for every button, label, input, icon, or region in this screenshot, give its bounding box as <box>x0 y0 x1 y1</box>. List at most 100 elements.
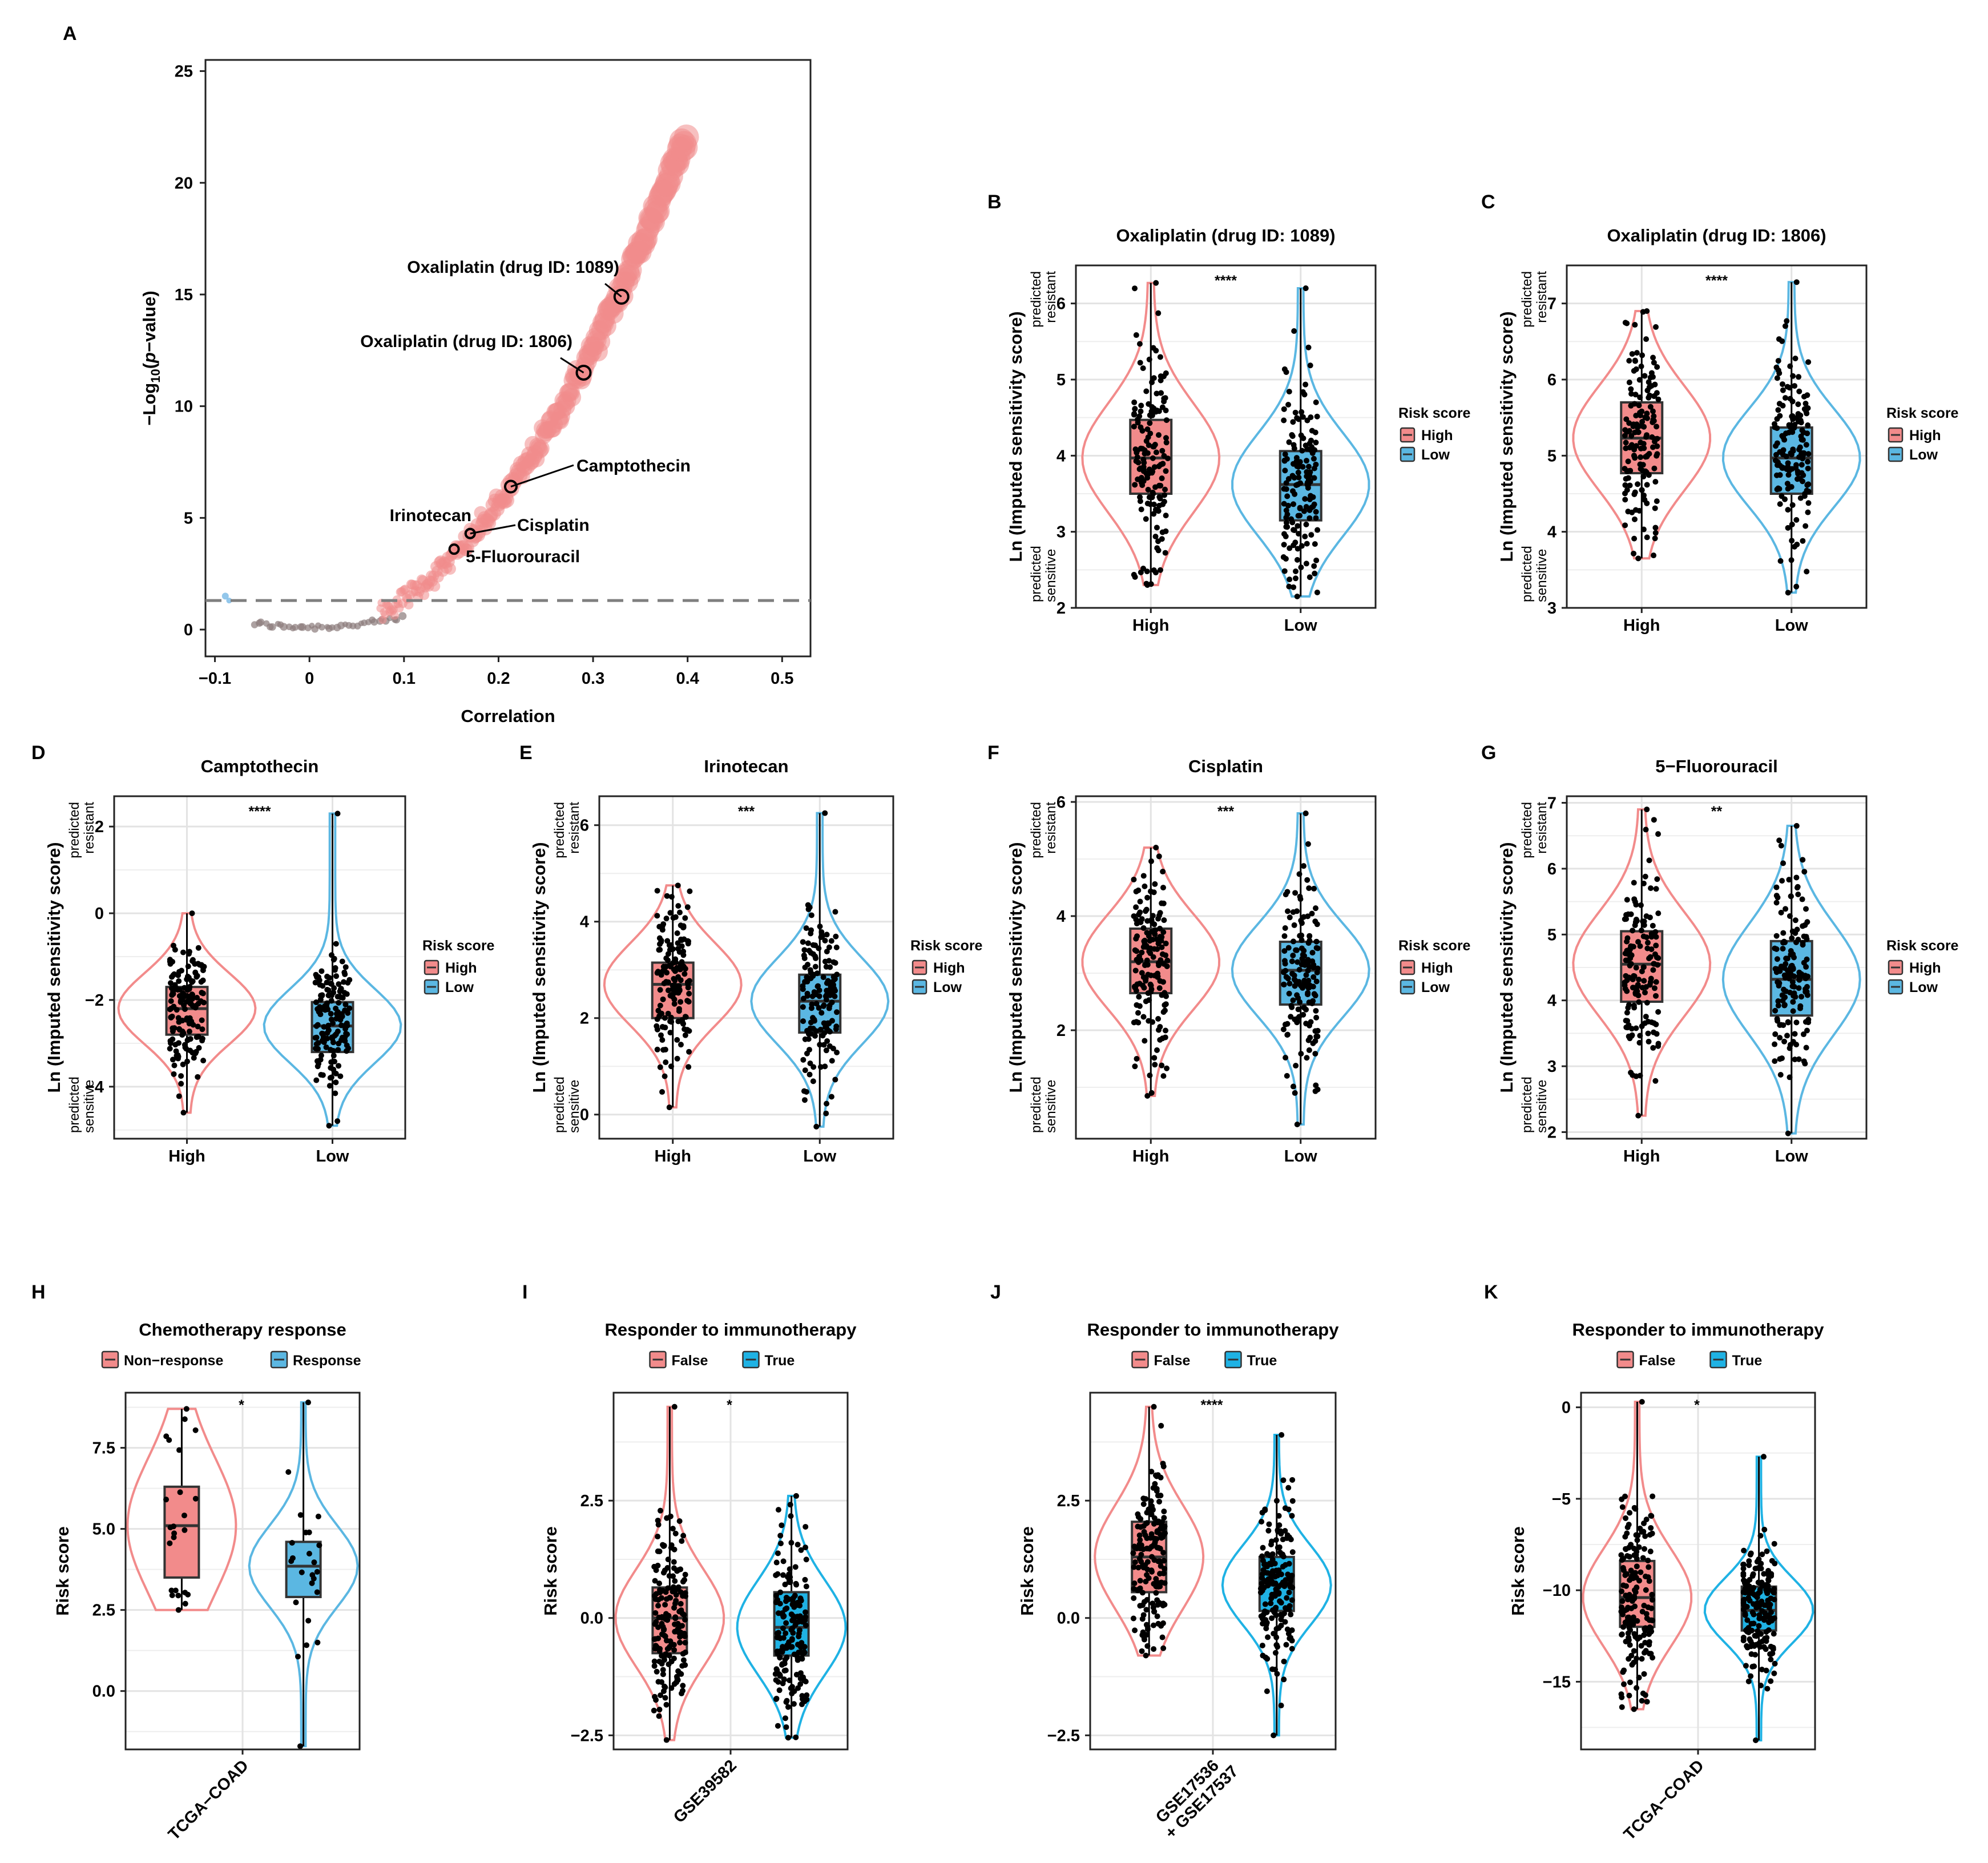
data-point <box>1306 1022 1313 1029</box>
data-point <box>1278 1616 1284 1623</box>
data-point <box>1308 532 1314 538</box>
data-point <box>336 1063 342 1069</box>
data-point <box>1136 1532 1143 1538</box>
annotation-leader <box>560 357 584 374</box>
data-point <box>826 944 832 950</box>
data-point <box>186 1021 192 1027</box>
data-point <box>662 1073 668 1079</box>
data-point <box>1158 462 1164 468</box>
data-point <box>1158 1535 1164 1541</box>
data-point <box>654 1023 660 1029</box>
data-point <box>170 1036 176 1042</box>
data-point <box>1301 977 1308 983</box>
data-point <box>660 1671 666 1677</box>
data-point <box>306 1550 312 1556</box>
data-point <box>1163 941 1169 947</box>
data-point <box>1162 1602 1168 1608</box>
data-point <box>174 1007 180 1013</box>
data-point <box>1156 962 1162 969</box>
data-point <box>804 978 810 985</box>
data-point <box>1139 1616 1146 1622</box>
data-point <box>800 939 806 945</box>
data-point <box>658 1507 664 1514</box>
data-point <box>1639 1399 1645 1405</box>
y-tick-label: 3 <box>1056 523 1066 542</box>
data-point <box>1653 886 1659 892</box>
data-point <box>180 1061 186 1067</box>
data-point <box>1144 1093 1151 1099</box>
data-point <box>182 1527 188 1533</box>
y-axis-title: Risk score <box>53 1526 72 1616</box>
data-point <box>1303 521 1309 527</box>
data-point <box>328 998 334 1004</box>
predicted-resistant-label: predicted <box>1029 802 1044 858</box>
data-point <box>652 1578 658 1584</box>
data-point <box>675 1584 682 1590</box>
data-point <box>1151 1515 1158 1521</box>
data-point <box>187 1000 193 1006</box>
y-tick-label: 7 <box>1547 795 1556 813</box>
data-point <box>661 1683 667 1689</box>
data-point <box>1263 1570 1269 1576</box>
data-point <box>1648 1625 1654 1631</box>
data-point <box>1155 1027 1162 1033</box>
data-point <box>1162 1580 1168 1586</box>
data-point <box>668 1019 675 1025</box>
data-point <box>1631 1546 1637 1552</box>
data-point <box>785 1735 791 1741</box>
y-axis-title: Ln (Imputed sensitivity score) <box>1006 311 1026 562</box>
data-point <box>1777 449 1783 455</box>
data-point <box>1140 478 1147 484</box>
data-point <box>1302 496 1308 502</box>
data-point <box>1152 881 1158 887</box>
data-point <box>1285 945 1292 951</box>
data-point <box>1151 405 1157 412</box>
legend-item-label: Low <box>445 979 474 995</box>
legend-item-label: True <box>765 1353 795 1369</box>
x-tick-label: TCGA−COAD <box>1620 1756 1708 1844</box>
y-axis-title-part: −Log <box>139 383 159 426</box>
data-point <box>659 1652 665 1659</box>
data-point <box>1162 395 1168 401</box>
data-point <box>822 937 828 943</box>
data-point <box>1652 530 1659 536</box>
data-point <box>326 1083 333 1089</box>
data-point <box>1642 873 1648 880</box>
data-point <box>1156 1498 1163 1505</box>
data-point <box>1268 1541 1275 1547</box>
data-point <box>1163 1027 1169 1034</box>
y-tick-label: 2 <box>580 1010 589 1028</box>
data-point <box>1645 1557 1651 1563</box>
data-point <box>1644 1615 1650 1622</box>
data-point <box>1640 964 1647 970</box>
data-point <box>802 1036 808 1042</box>
data-point <box>1626 1002 1632 1008</box>
data-point <box>1309 910 1315 917</box>
data-point <box>801 947 808 953</box>
data-point <box>1626 1692 1632 1699</box>
data-point <box>1651 817 1657 823</box>
data-point <box>1776 336 1782 342</box>
data-point <box>1269 1568 1276 1574</box>
data-point <box>1641 1650 1647 1656</box>
data-point <box>1643 336 1650 342</box>
data-point <box>655 1679 662 1685</box>
data-point <box>324 1030 330 1036</box>
data-point <box>1640 492 1647 498</box>
x-tick-label: Low <box>1775 616 1808 635</box>
data-point <box>1140 1501 1147 1507</box>
data-point <box>1626 1592 1632 1598</box>
data-point <box>1776 982 1782 989</box>
data-point <box>1295 481 1301 487</box>
data-point <box>1150 954 1156 960</box>
data-point <box>1144 501 1151 507</box>
y-tick-label: 7 <box>1547 295 1556 313</box>
data-point <box>1639 1697 1645 1704</box>
data-point <box>832 909 838 915</box>
data-point <box>1804 983 1810 990</box>
data-point <box>1314 413 1320 420</box>
data-point <box>1279 1432 1285 1438</box>
data-point <box>1633 366 1639 372</box>
